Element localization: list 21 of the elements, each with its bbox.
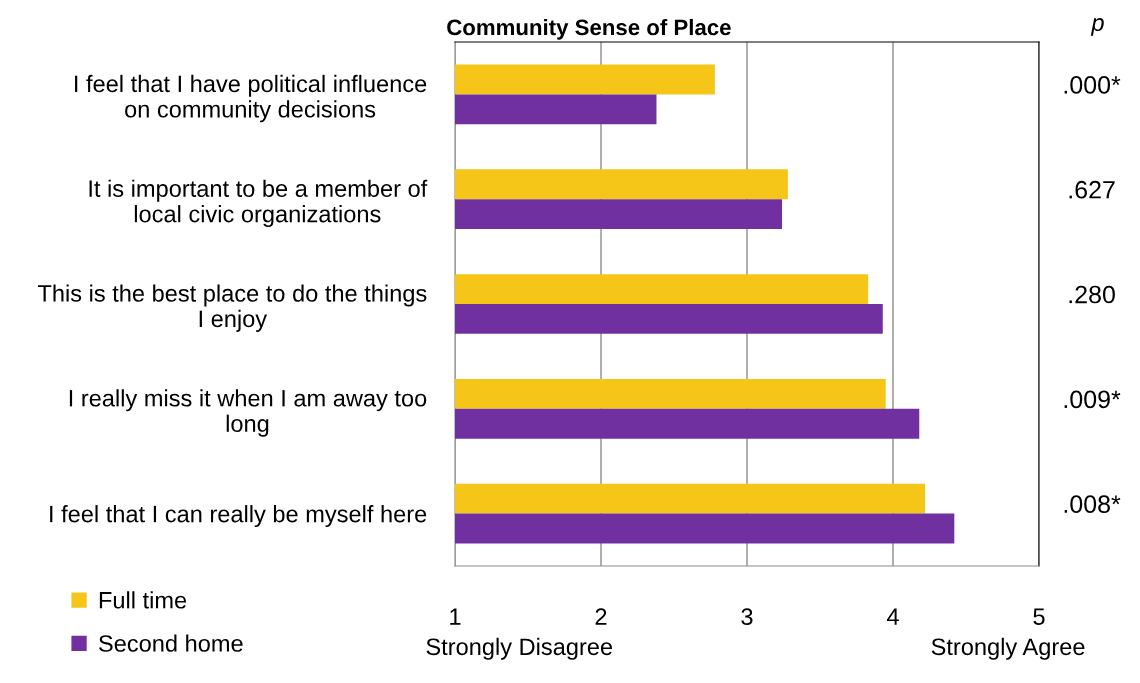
chart-title: Community Sense of Place (447, 18, 731, 40)
text: .009* (1064, 390, 1121, 409)
text: .627 (1069, 180, 1115, 199)
text: Strongly Disagree (426, 637, 613, 660)
x-tick-label: 1 (450, 608, 461, 625)
x-tick-label: 2 (595, 608, 607, 625)
text: p (1090, 18, 1104, 36)
text: .280 (1069, 285, 1115, 304)
y-tick-label: This is the best place to do the things I enjoy (37, 284, 427, 332)
y-tick-label: I really miss it when I am away too long (69, 389, 427, 437)
x-tick-label: 3 (741, 608, 753, 626)
y-tick-label: I feel that I have political influence on community decisions (75, 74, 427, 123)
y-tick-label: I feel that I can really be myself here (50, 505, 427, 528)
x-tick-label: 4 (886, 608, 899, 625)
legend-label: Full time (99, 591, 187, 609)
text: .008* (1064, 495, 1121, 513)
legend-label: Second home (99, 634, 243, 652)
text: .000* (1064, 76, 1121, 94)
y-tick-label: It is important to be a member of local civic organizations (89, 179, 428, 228)
x-tick-label: 5 (1033, 608, 1045, 626)
text: Strongly Agree (931, 637, 1085, 660)
